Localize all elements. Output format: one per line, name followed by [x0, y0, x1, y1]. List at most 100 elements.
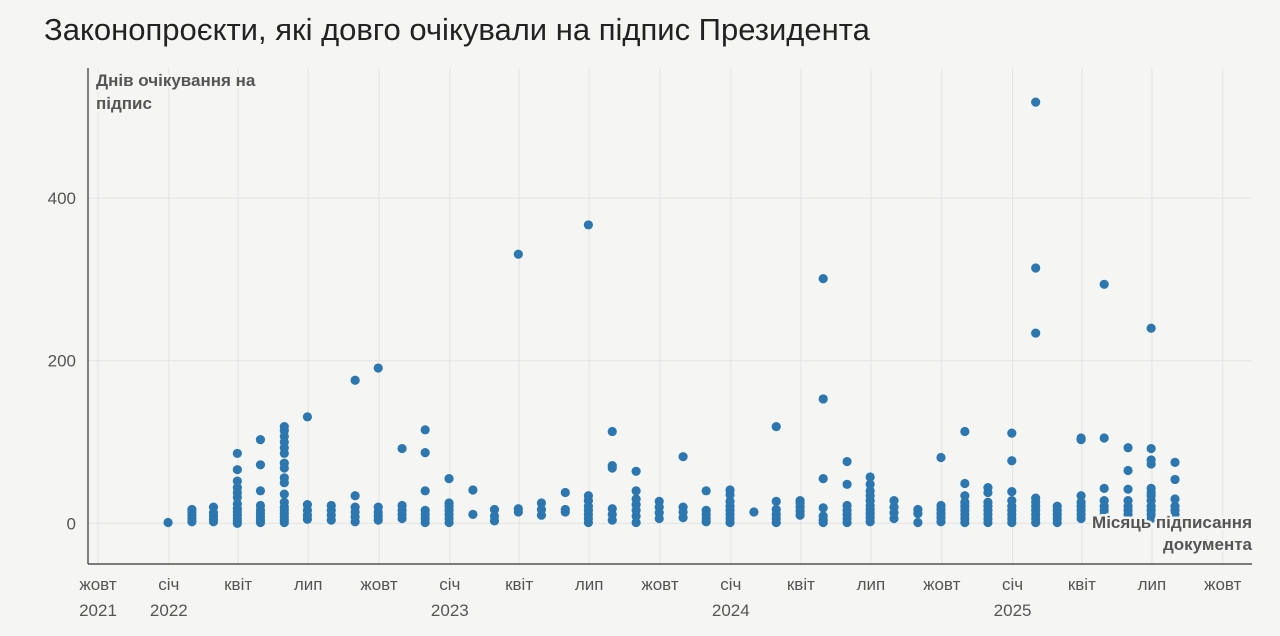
data-point	[560, 487, 570, 498]
data-point	[842, 500, 852, 511]
data-point	[232, 482, 242, 493]
x-tick-label: жовт	[641, 575, 678, 594]
data-point	[1146, 455, 1156, 465]
data-point	[865, 479, 875, 489]
x-tick-year-label: 2023	[431, 601, 469, 620]
data-point	[1170, 474, 1180, 485]
data-point	[701, 505, 711, 515]
data-point	[865, 472, 875, 482]
data-point	[536, 504, 547, 515]
data-point	[1007, 456, 1017, 466]
data-point	[232, 448, 242, 459]
data-point	[1076, 491, 1086, 501]
x-tick-label: квіт	[505, 575, 533, 594]
axes	[87, 68, 1252, 565]
data-point	[865, 486, 875, 496]
chart-title: Законопроєкти, які довго очікували на пі…	[44, 12, 870, 47]
x-tick-label: січ	[1002, 575, 1023, 594]
data-point	[1007, 428, 1017, 438]
data-point	[889, 495, 899, 506]
data-point	[960, 497, 970, 507]
x-tick-year-label: 2024	[712, 601, 750, 620]
x-tick-label: квіт	[224, 575, 252, 594]
data-point	[420, 448, 430, 458]
data-point	[536, 498, 547, 508]
data-point	[420, 486, 430, 496]
x-tick-label: жовт	[79, 575, 116, 594]
data-point	[583, 220, 593, 230]
data-point	[1031, 493, 1041, 503]
data-point	[1146, 323, 1156, 333]
data-point	[444, 498, 454, 508]
data-point	[208, 502, 219, 512]
data-point	[725, 485, 735, 495]
data-point	[232, 465, 242, 475]
x-tick-label: лип	[857, 575, 886, 594]
data-point	[771, 496, 781, 506]
data-point	[795, 495, 805, 506]
data-point	[1099, 433, 1109, 443]
data-point	[255, 500, 266, 511]
x-tick-label: лип	[294, 575, 323, 594]
data-point	[420, 425, 430, 435]
data-point	[1123, 443, 1133, 453]
data-point	[771, 504, 781, 515]
data-point	[631, 494, 641, 504]
data-point	[631, 466, 641, 476]
data-point	[255, 486, 266, 496]
x-tick-label: жовт	[923, 575, 960, 594]
x-tick-label: січ	[439, 575, 460, 594]
data-point	[725, 496, 735, 506]
x-tick-label: жовт	[360, 575, 397, 594]
y-axis-title-line-2: підпис	[96, 94, 152, 113]
data-point	[1146, 483, 1156, 493]
x-tick-year-label: 2021	[79, 601, 117, 620]
y-tick-label: 200	[48, 352, 76, 371]
data-point	[1007, 495, 1017, 506]
data-point	[1146, 443, 1156, 454]
data-point	[489, 511, 500, 521]
data-point	[163, 517, 173, 528]
x-tick-label: квіт	[1068, 575, 1096, 594]
data-point	[187, 504, 197, 515]
data-point	[1099, 279, 1109, 289]
data-point	[1123, 495, 1133, 506]
data-point	[818, 474, 828, 484]
data-point	[420, 505, 430, 515]
x-tick-label: січ	[720, 575, 741, 594]
data-point	[960, 491, 970, 501]
data-point	[1170, 494, 1180, 504]
data-point	[373, 502, 383, 512]
x-tick-year-label: 2025	[994, 601, 1032, 620]
data-point	[583, 491, 593, 501]
data-point	[936, 452, 946, 463]
x-tick-label: квіт	[787, 575, 815, 594]
data-point	[913, 504, 923, 515]
data-point	[397, 500, 407, 511]
x-axis-title-line-2: документа	[1163, 535, 1253, 554]
data-point	[983, 497, 993, 507]
data-point	[842, 479, 852, 489]
data-point	[513, 504, 523, 514]
data-point	[302, 412, 313, 422]
data-point	[279, 473, 289, 483]
data-point	[513, 249, 523, 259]
data-point	[701, 486, 711, 496]
data-point	[842, 456, 852, 467]
data-point	[1076, 497, 1086, 507]
data-point	[631, 517, 641, 528]
data-point	[749, 507, 759, 517]
data-point	[678, 502, 688, 512]
x-axis-title-line-1: Місяць підписання	[1092, 513, 1252, 532]
x-tick-label: січ	[158, 575, 179, 594]
data-point	[678, 452, 688, 462]
data-point	[489, 504, 500, 515]
data-point	[818, 503, 828, 513]
data-point	[444, 474, 454, 484]
data-point	[607, 504, 617, 514]
data-point	[279, 489, 289, 499]
data-point	[607, 461, 617, 471]
x-tick-label: лип	[1138, 575, 1167, 594]
x-tick-label: жовт	[1204, 575, 1241, 594]
